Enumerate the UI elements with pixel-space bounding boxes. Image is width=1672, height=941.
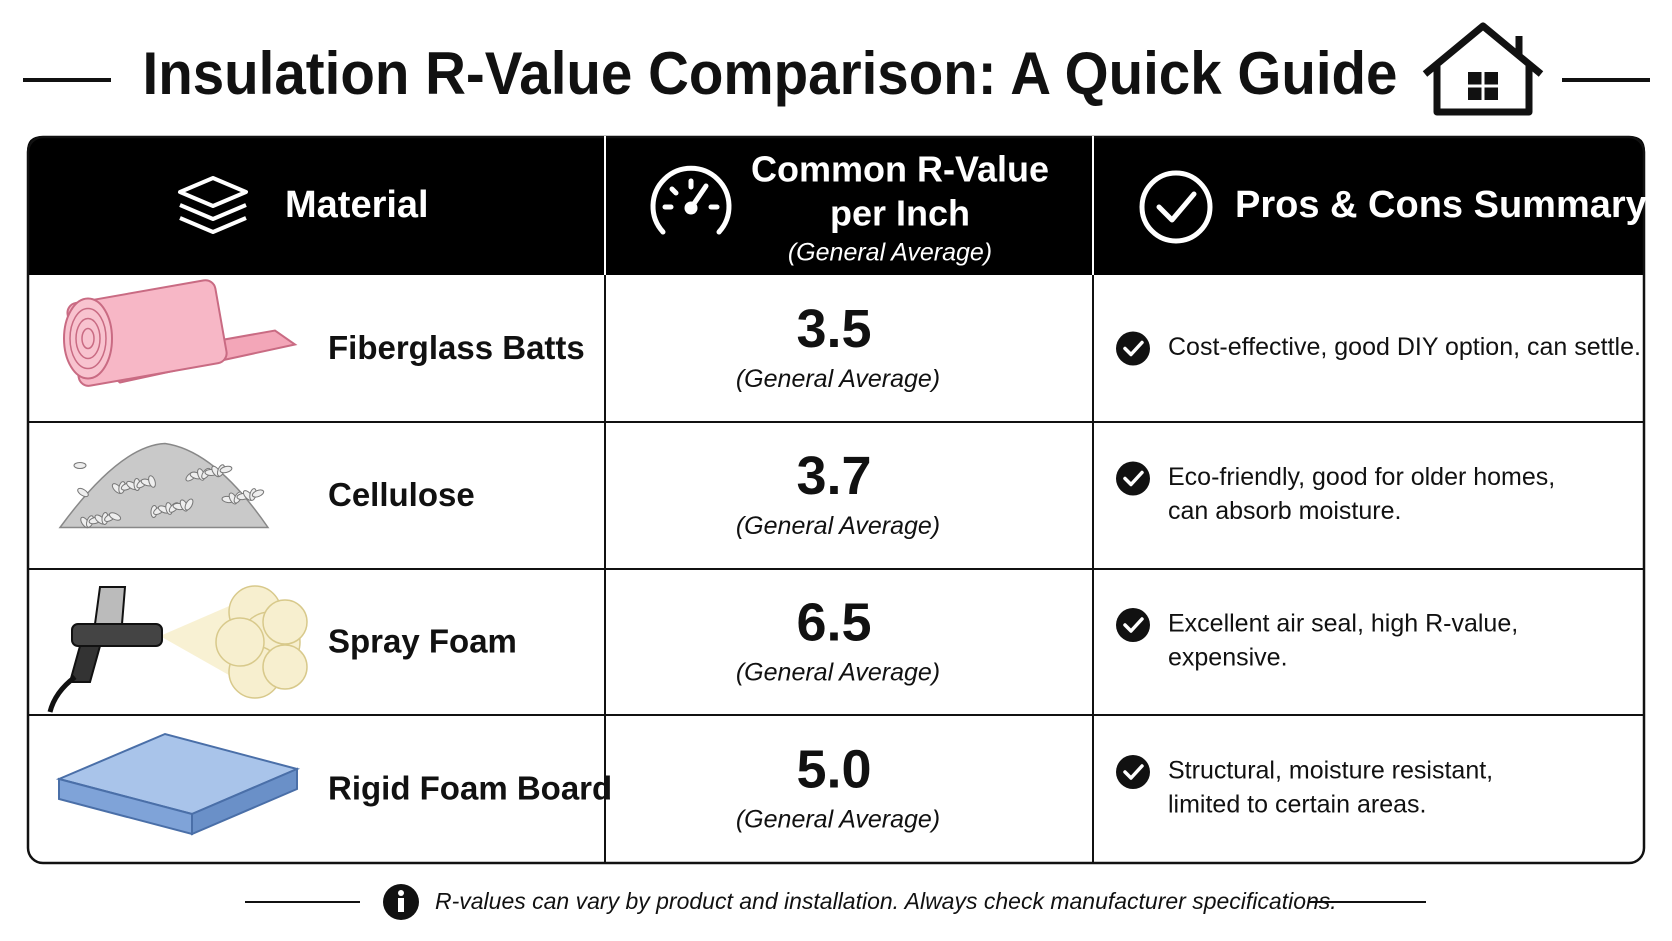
pros-cons-text: Cost-effective, good DIY option, can set… [1168, 333, 1641, 361]
material-name: Rigid Foam Board [328, 770, 612, 807]
material-illustration [55, 732, 301, 836]
pros-cons-text: Structural, moisture resistant, [1168, 757, 1493, 785]
r-value-note: (General Average) [736, 365, 940, 393]
material-illustration [63, 279, 298, 387]
r-value: 5.0 [796, 739, 871, 799]
column-header: Pros & Cons Summary [1235, 184, 1647, 226]
r-value: 3.7 [796, 446, 871, 506]
material-name: Cellulose [328, 476, 475, 513]
title: Insulation R-Value Comparison: A Quick G… [143, 40, 1398, 107]
roll-end [63, 297, 113, 380]
check-badge [1116, 461, 1150, 496]
pros-cons-text: can absorb moisture. [1168, 497, 1401, 525]
fiber [73, 462, 87, 469]
pros-cons-text: limited to certain areas. [1168, 791, 1426, 819]
r-value-note: (General Average) [736, 659, 940, 687]
roll-spiral [69, 307, 107, 370]
board-side [191, 767, 298, 836]
column-header: per Inch [830, 193, 970, 234]
pros-cons-text: Eco-friendly, good for older homes, [1168, 463, 1555, 491]
check-mark [1123, 617, 1144, 633]
check-mark [1123, 340, 1144, 357]
layers-icon [178, 176, 248, 234]
foam [215, 617, 265, 667]
foam [262, 599, 308, 645]
table-row: Fiberglass Batts 3.5 (General Average) Cost… [63, 279, 1641, 393]
material-name: Spray Foam [328, 623, 517, 660]
hose [47, 675, 77, 713]
roll-spiral [75, 317, 101, 360]
table-row: Cellulose 3.7 (General Average) Eco-friendl… [27, 421, 1645, 540]
material-illustration [47, 585, 308, 713]
house-icon [1422, 22, 1544, 116]
check-badge [1116, 331, 1150, 366]
fiber [251, 489, 265, 498]
check-circle-icon [1139, 170, 1213, 244]
table-border [26, 135, 1646, 865]
footer-note: R-values can vary by product and install… [435, 888, 1337, 914]
r-value: 3.5 [796, 299, 871, 359]
gauge-icon [650, 165, 732, 235]
info-icon [383, 884, 419, 920]
pros-cons-text: expensive. [1168, 644, 1288, 672]
gun-handle [68, 645, 102, 683]
r-value-note: (General Average) [736, 806, 940, 834]
table-body: Fiberglass Batts 3.5 (General Average) Cost… [27, 279, 1645, 836]
check-badge [1116, 755, 1150, 789]
table-row: Rigid Foam Board 5.0 (General Average) Stru… [27, 714, 1645, 836]
check-mark [1123, 764, 1144, 780]
column-header: Material [285, 184, 429, 226]
foam [262, 644, 308, 690]
spray [160, 597, 250, 687]
table-row: Spray Foam 6.5 (General Average) Excellent … [27, 568, 1645, 713]
pile [58, 442, 270, 529]
fiber [148, 475, 156, 488]
material-illustration [58, 442, 270, 529]
column-header: Common R-Value [751, 149, 1049, 190]
table-header-bg [27, 136, 1645, 275]
check-badge [1116, 608, 1150, 642]
fiber [219, 465, 233, 474]
pros-cons-text: Excellent air seal, high R-value, [1168, 610, 1518, 638]
check-mark [1123, 470, 1144, 487]
r-value-note: (General Average) [736, 512, 940, 540]
roll-spiral [81, 327, 95, 350]
fiber [184, 498, 194, 511]
fiber [108, 512, 122, 521]
material-name: Fiberglass Batts [328, 329, 585, 366]
fiber [77, 487, 89, 498]
r-value: 6.5 [796, 592, 871, 652]
gun-cup [93, 586, 127, 625]
gun-body [71, 623, 163, 647]
column-subheader: (General Average) [788, 239, 992, 267]
